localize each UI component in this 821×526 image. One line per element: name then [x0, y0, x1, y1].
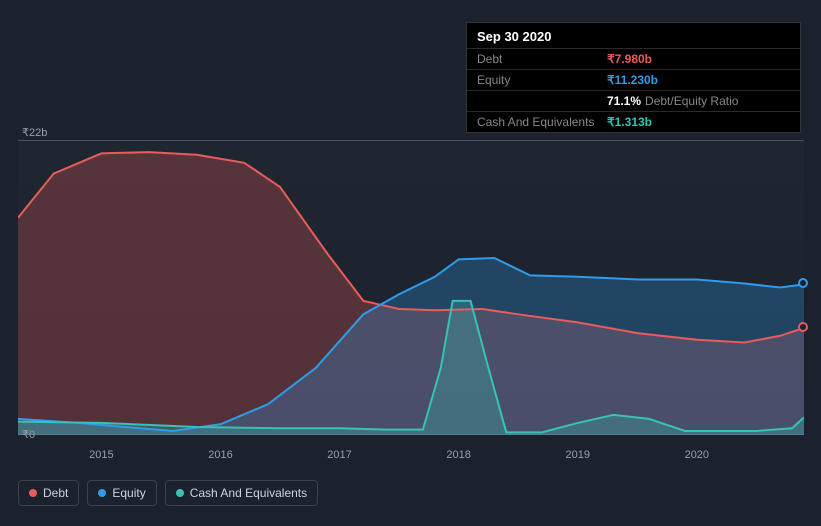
- legend-dot-icon: [29, 489, 37, 497]
- chart-svg: [18, 140, 804, 435]
- tooltip-label: Equity: [477, 73, 607, 87]
- x-tick-label: 2017: [327, 449, 351, 461]
- legend-dot-icon: [98, 489, 106, 497]
- chart-plot-area[interactable]: [18, 140, 804, 435]
- tooltip-label: Debt: [477, 52, 607, 66]
- tooltip-ratio-label: Debt/Equity Ratio: [645, 94, 738, 108]
- tooltip-value: ₹1.313b: [607, 115, 652, 129]
- tooltip-label: Cash And Equivalents: [477, 115, 607, 129]
- legend-dot-icon: [176, 489, 184, 497]
- y-tick-label: ₹0: [22, 428, 35, 441]
- tooltip-ratio-value: 71.1%: [607, 94, 641, 108]
- legend-label: Equity: [112, 486, 145, 500]
- series-end-marker: [798, 322, 808, 332]
- tooltip-row-cash: Cash And Equivalents ₹1.313b: [467, 111, 800, 132]
- y-tick-label: ₹22b: [22, 126, 47, 139]
- chart-legend: Debt Equity Cash And Equivalents: [18, 480, 318, 506]
- x-tick-label: 2015: [89, 449, 113, 461]
- tooltip-row-ratio: 71.1% Debt/Equity Ratio: [467, 90, 800, 111]
- tooltip-value: ₹11.230b: [607, 73, 658, 87]
- x-tick-label: 2020: [685, 449, 709, 461]
- x-tick-label: 2016: [208, 449, 232, 461]
- tooltip-date: Sep 30 2020: [467, 23, 800, 48]
- tooltip-value: ₹7.980b: [607, 52, 652, 66]
- series-end-marker: [798, 278, 808, 288]
- legend-item-debt[interactable]: Debt: [18, 480, 79, 506]
- legend-item-cash-and-equivalents[interactable]: Cash And Equivalents: [165, 480, 318, 506]
- x-tick-label: 2019: [565, 449, 589, 461]
- x-tick-label: 2018: [446, 449, 470, 461]
- tooltip-row-debt: Debt ₹7.980b: [467, 48, 800, 69]
- legend-label: Cash And Equivalents: [190, 486, 307, 500]
- legend-item-equity[interactable]: Equity: [87, 480, 156, 506]
- legend-label: Debt: [43, 486, 68, 500]
- tooltip-row-equity: Equity ₹11.230b: [467, 69, 800, 90]
- x-axis: 2015 2016 2017 2018 2019 2020: [18, 449, 804, 469]
- chart-tooltip: Sep 30 2020 Debt ₹7.980b Equity ₹11.230b…: [466, 22, 801, 133]
